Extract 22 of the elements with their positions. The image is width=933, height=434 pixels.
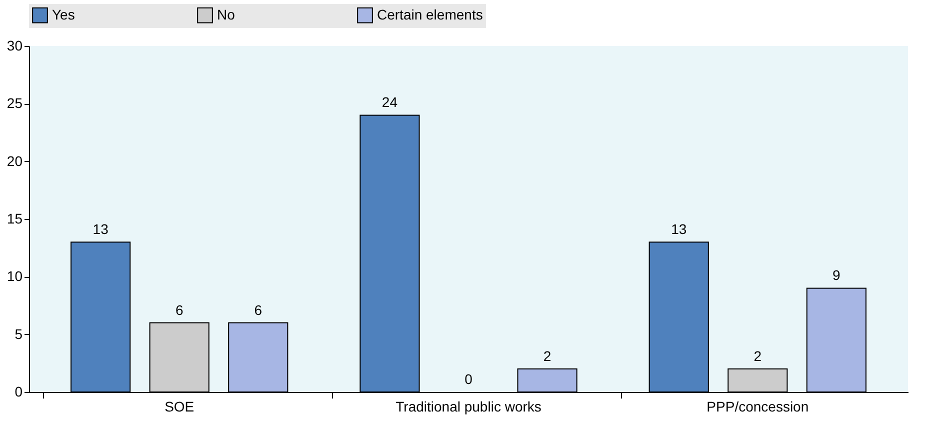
y-tick-label: 5 <box>14 326 23 342</box>
data-label: 2 <box>543 348 552 364</box>
y-tick-label: 30 <box>6 38 23 54</box>
y-tick-label: 20 <box>6 152 23 169</box>
x-tick-label: Traditional public works <box>396 398 542 414</box>
data-label: 24 <box>382 94 398 110</box>
y-tick-label: 10 <box>6 268 23 284</box>
data-label: 9 <box>832 267 841 284</box>
data-label: 13 <box>92 221 109 238</box>
legend-label: No <box>217 6 236 22</box>
data-label: 6 <box>254 302 262 318</box>
x-tick-label: PPP/concession <box>706 398 809 414</box>
data-label: 0 <box>464 371 473 387</box>
data-label: 6 <box>175 302 184 318</box>
y-tick-label: 0 <box>14 384 23 400</box>
legend-label: Certain elements <box>377 6 483 22</box>
legend-label: Yes <box>52 6 75 22</box>
y-tick-label: 15 <box>6 210 23 226</box>
x-tick-label: SOE <box>164 398 194 414</box>
y-tick-label: 25 <box>6 95 23 112</box>
data-label: 2 <box>754 348 762 364</box>
data-label: 13 <box>671 221 687 238</box>
